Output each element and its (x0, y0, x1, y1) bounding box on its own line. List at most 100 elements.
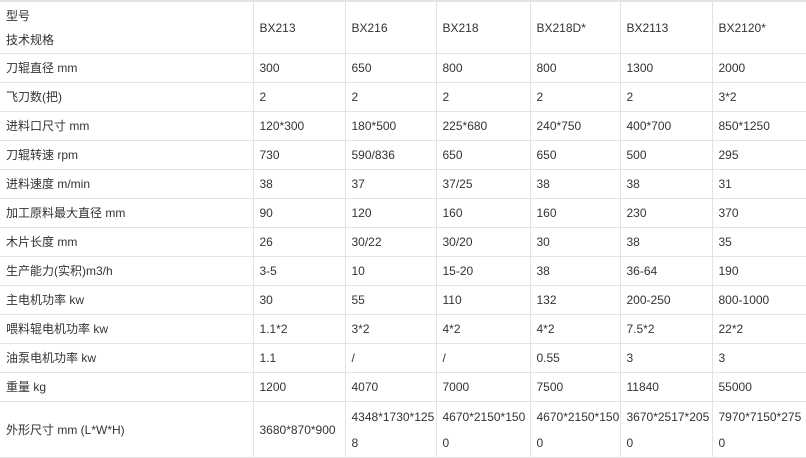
value-cell: 10 (344, 256, 437, 286)
value-cell: / (344, 343, 437, 373)
table-row: 加工原料最大直径 mm 90 120 160 160 230 370 (0, 198, 806, 228)
row-label: 喂料辊电机功率 kw (0, 314, 254, 344)
table-row: 进料速度 m/min 38 37 37/25 38 38 31 (0, 169, 806, 199)
value-cell: 7.5*2 (619, 314, 713, 344)
value-cell: 850*1250 (711, 111, 806, 141)
value-cell: 800-1000 (711, 285, 806, 315)
value-cell: 4348*1730*1258 (344, 401, 437, 458)
value-cell: 11840 (619, 372, 713, 402)
value-cell: 650 (344, 53, 437, 83)
value-cell: 300 (252, 53, 346, 83)
value-cell: / (435, 343, 531, 373)
model-cell: BX213 (252, 0, 346, 54)
value-cell: 38 (529, 256, 621, 286)
value-cell: 22*2 (711, 314, 806, 344)
value-cell: 7500 (529, 372, 621, 402)
table-row: 刀辊转速 rpm 730 590/836 650 650 500 295 (0, 140, 806, 170)
value-cell: 38 (252, 169, 346, 199)
value-cell: 26 (252, 227, 346, 257)
value-cell: 225*680 (435, 111, 531, 141)
value-cell: 15-20 (435, 256, 531, 286)
value-cell: 4670*2150*1500 (529, 401, 621, 458)
value-cell: 295 (711, 140, 806, 170)
value-cell: 730 (252, 140, 346, 170)
value-cell: 650 (529, 140, 621, 170)
value-cell: 800 (529, 53, 621, 83)
value-cell: 590/836 (344, 140, 437, 170)
value-cell: 35 (711, 227, 806, 257)
row-label: 木片长度 mm (0, 227, 254, 257)
value-cell: 31 (711, 169, 806, 199)
value-cell: 800 (435, 53, 531, 83)
value-cell: 4*2 (529, 314, 621, 344)
value-cell: 3 (619, 343, 713, 373)
value-cell: 3-5 (252, 256, 346, 286)
value-cell: 36-64 (619, 256, 713, 286)
table-row: 外形尺寸 mm (L*W*H) 3680*870*900 4348*1730*125… (0, 401, 806, 458)
value-cell: 3*2 (344, 314, 437, 344)
model-cell: BX218 (435, 0, 531, 54)
table-row: 生产能力(实积)m3/h 3-5 10 15-20 38 36-64 190 (0, 256, 806, 286)
table-row: 刀辊直径 mm 300 650 800 800 1300 2000 (0, 53, 806, 83)
row-label: 油泵电机功率 kw (0, 343, 254, 373)
value-cell: 2 (529, 82, 621, 112)
value-cell: 400*700 (619, 111, 713, 141)
value-cell: 3 (711, 343, 806, 373)
value-cell: 7000 (435, 372, 531, 402)
value-cell: 650 (435, 140, 531, 170)
table-row: 油泵电机功率 kw 1.1//0.55 3 3 (0, 343, 806, 373)
value-cell: 55000 (711, 372, 806, 402)
value-cell: 0.55 (529, 343, 621, 373)
table-row: 进料口尺寸 mm 120*300 180*500 225*680 240*750 400*… (0, 111, 806, 141)
table-row: 飞刀数(把) 2 2 2 2 2 3*2 (0, 82, 806, 112)
table-row: 重量 kg 1200 4070 7000 7500 11840 55000 (0, 372, 806, 402)
value-cell: 2 (344, 82, 437, 112)
value-cell: 1200 (252, 372, 346, 402)
model-cell: BX2113 (619, 0, 713, 54)
row-label: 刀辊转速 rpm (0, 140, 254, 170)
value-cell: 500 (619, 140, 713, 170)
row-label: 重量 kg (0, 372, 254, 402)
row-label: 主电机功率 kw (0, 285, 254, 315)
table-row: 主电机功率 kw 30 55 110 132 200-250 800-1000 (0, 285, 806, 315)
value-cell: 2 (619, 82, 713, 112)
model-label: 型号 (6, 8, 31, 23)
value-cell: 2000 (711, 53, 806, 83)
value-cell: 230 (619, 198, 713, 228)
value-cell: 7970*7150*2750 (711, 401, 806, 458)
value-cell: 38 (619, 227, 713, 257)
value-cell: 1.1 (252, 343, 346, 373)
row-label: 加工原料最大直径 mm (0, 198, 254, 228)
header-label-cell: 型号 技术规格 (0, 0, 254, 54)
value-cell: 1.1*2 (252, 314, 346, 344)
row-label: 进料速度 m/min (0, 169, 254, 199)
spec-label: 技术规格 (6, 32, 55, 47)
value-cell: 160 (529, 198, 621, 228)
model-cell: BX218D* (529, 0, 621, 54)
value-cell: 3680*870*900 (252, 401, 346, 458)
value-cell: 190 (711, 256, 806, 286)
value-cell: 110 (435, 285, 531, 315)
value-cell: 30 (529, 227, 621, 257)
row-label: 飞刀数(把) (0, 82, 254, 112)
table-row: 木片长度 mm 26 30/22 30/20 30 38 35 (0, 227, 806, 257)
value-cell: 180*500 (344, 111, 437, 141)
table-row: 喂料辊电机功率 kw 1.1*2 3*2 4*2 4*2 7.5*2 22*2 (0, 314, 806, 344)
model-cell: BX216 (344, 0, 437, 54)
header-row: 型号 技术规格 BX213 BX216 BX218 BX218D* BX2113 … (0, 0, 806, 54)
value-cell: 55 (344, 285, 437, 315)
value-cell: 2 (435, 82, 531, 112)
value-cell: 4670*2150*1500 (435, 401, 531, 458)
value-cell: 37 (344, 169, 437, 199)
value-cell: 30/22 (344, 227, 437, 257)
value-cell: 37/25 (435, 169, 531, 199)
value-cell: 120*300 (252, 111, 346, 141)
value-cell: 1300 (619, 53, 713, 83)
value-cell: 240*750 (529, 111, 621, 141)
value-cell: 200-250 (619, 285, 713, 315)
row-label: 生产能力(实积)m3/h (0, 256, 254, 286)
value-cell: 4*2 (435, 314, 531, 344)
value-cell: 30 (252, 285, 346, 315)
value-cell: 2 (252, 82, 346, 112)
value-cell: 160 (435, 198, 531, 228)
